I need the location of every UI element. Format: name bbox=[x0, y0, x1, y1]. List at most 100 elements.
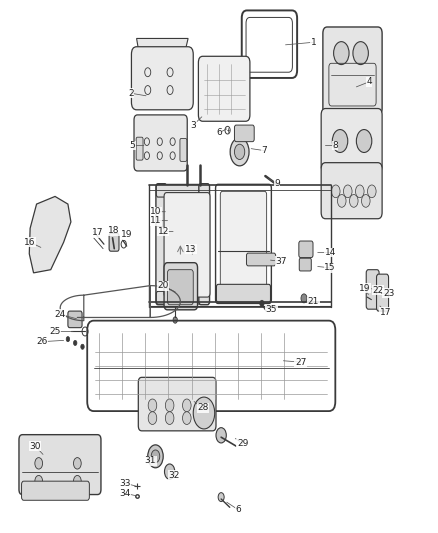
Circle shape bbox=[334, 42, 349, 64]
Circle shape bbox=[332, 130, 348, 152]
Text: 11: 11 bbox=[150, 216, 162, 225]
Text: 16: 16 bbox=[25, 238, 36, 247]
FancyBboxPatch shape bbox=[377, 274, 389, 311]
Polygon shape bbox=[137, 38, 188, 56]
Text: 17: 17 bbox=[380, 308, 391, 317]
FancyBboxPatch shape bbox=[164, 263, 198, 310]
Text: 30: 30 bbox=[29, 442, 41, 450]
Circle shape bbox=[81, 344, 84, 349]
Text: 8: 8 bbox=[332, 141, 338, 150]
Circle shape bbox=[343, 185, 352, 198]
Text: 3: 3 bbox=[191, 120, 196, 130]
FancyBboxPatch shape bbox=[138, 377, 216, 431]
Circle shape bbox=[151, 450, 160, 463]
Circle shape bbox=[193, 397, 215, 429]
Circle shape bbox=[50, 221, 58, 233]
Text: 24: 24 bbox=[55, 310, 66, 319]
Circle shape bbox=[230, 138, 249, 166]
FancyBboxPatch shape bbox=[156, 184, 166, 305]
Text: 23: 23 bbox=[383, 289, 394, 298]
Circle shape bbox=[337, 195, 346, 207]
Circle shape bbox=[39, 221, 47, 233]
Circle shape bbox=[164, 205, 173, 218]
Circle shape bbox=[200, 411, 208, 424]
Circle shape bbox=[74, 458, 81, 469]
Circle shape bbox=[35, 475, 42, 487]
Circle shape bbox=[39, 207, 47, 219]
Circle shape bbox=[301, 294, 307, 303]
Polygon shape bbox=[29, 197, 71, 273]
Circle shape bbox=[357, 130, 372, 152]
Text: 25: 25 bbox=[49, 327, 61, 336]
Circle shape bbox=[367, 185, 376, 198]
Text: 37: 37 bbox=[276, 257, 287, 266]
Circle shape bbox=[148, 399, 157, 411]
FancyBboxPatch shape bbox=[299, 258, 311, 271]
Circle shape bbox=[74, 475, 81, 487]
FancyBboxPatch shape bbox=[323, 27, 382, 115]
FancyBboxPatch shape bbox=[247, 253, 276, 266]
Text: 4: 4 bbox=[367, 77, 372, 86]
FancyBboxPatch shape bbox=[167, 270, 193, 305]
Circle shape bbox=[361, 195, 370, 207]
Circle shape bbox=[50, 235, 58, 247]
Text: 33: 33 bbox=[119, 479, 131, 488]
Circle shape bbox=[350, 195, 358, 207]
Circle shape bbox=[332, 185, 340, 198]
Circle shape bbox=[353, 42, 368, 64]
Circle shape bbox=[148, 445, 163, 468]
FancyBboxPatch shape bbox=[136, 137, 143, 160]
FancyBboxPatch shape bbox=[156, 292, 209, 304]
Circle shape bbox=[35, 458, 42, 469]
FancyBboxPatch shape bbox=[109, 233, 119, 251]
Text: 18: 18 bbox=[108, 227, 120, 236]
Circle shape bbox=[218, 492, 224, 502]
Text: 20: 20 bbox=[158, 281, 169, 290]
Circle shape bbox=[148, 411, 157, 424]
FancyBboxPatch shape bbox=[321, 163, 382, 219]
Circle shape bbox=[39, 235, 47, 247]
Circle shape bbox=[66, 336, 70, 342]
FancyBboxPatch shape bbox=[199, 184, 209, 305]
Text: 7: 7 bbox=[261, 146, 267, 155]
Text: 17: 17 bbox=[92, 228, 104, 237]
Circle shape bbox=[260, 300, 264, 306]
FancyBboxPatch shape bbox=[19, 435, 101, 495]
Circle shape bbox=[183, 411, 191, 424]
Text: 6: 6 bbox=[216, 128, 222, 137]
FancyBboxPatch shape bbox=[21, 481, 89, 500]
FancyBboxPatch shape bbox=[164, 192, 210, 297]
Text: 32: 32 bbox=[168, 471, 180, 480]
Text: 12: 12 bbox=[158, 227, 169, 236]
Text: 21: 21 bbox=[308, 297, 319, 306]
Circle shape bbox=[50, 207, 58, 219]
FancyBboxPatch shape bbox=[220, 191, 267, 296]
FancyBboxPatch shape bbox=[299, 241, 313, 257]
Text: 13: 13 bbox=[185, 245, 197, 254]
Circle shape bbox=[166, 217, 170, 224]
Text: 29: 29 bbox=[237, 439, 248, 448]
Circle shape bbox=[165, 464, 175, 479]
Circle shape bbox=[200, 399, 208, 411]
Text: 19: 19 bbox=[359, 284, 371, 293]
FancyBboxPatch shape bbox=[134, 115, 187, 171]
Circle shape bbox=[74, 341, 77, 345]
Circle shape bbox=[234, 144, 245, 159]
FancyBboxPatch shape bbox=[131, 47, 193, 110]
Circle shape bbox=[216, 427, 226, 443]
Text: 31: 31 bbox=[145, 456, 156, 465]
Text: 14: 14 bbox=[325, 248, 336, 257]
Text: 9: 9 bbox=[274, 179, 280, 188]
Text: 34: 34 bbox=[119, 489, 130, 498]
Circle shape bbox=[356, 185, 364, 198]
Text: 15: 15 bbox=[324, 263, 336, 272]
Circle shape bbox=[183, 399, 191, 411]
Text: 27: 27 bbox=[295, 358, 306, 367]
FancyBboxPatch shape bbox=[234, 125, 254, 142]
Text: 1: 1 bbox=[311, 38, 316, 47]
Text: 19: 19 bbox=[121, 230, 132, 239]
FancyBboxPatch shape bbox=[68, 311, 82, 328]
FancyBboxPatch shape bbox=[216, 284, 271, 302]
Text: 22: 22 bbox=[372, 286, 383, 295]
FancyBboxPatch shape bbox=[180, 139, 187, 161]
